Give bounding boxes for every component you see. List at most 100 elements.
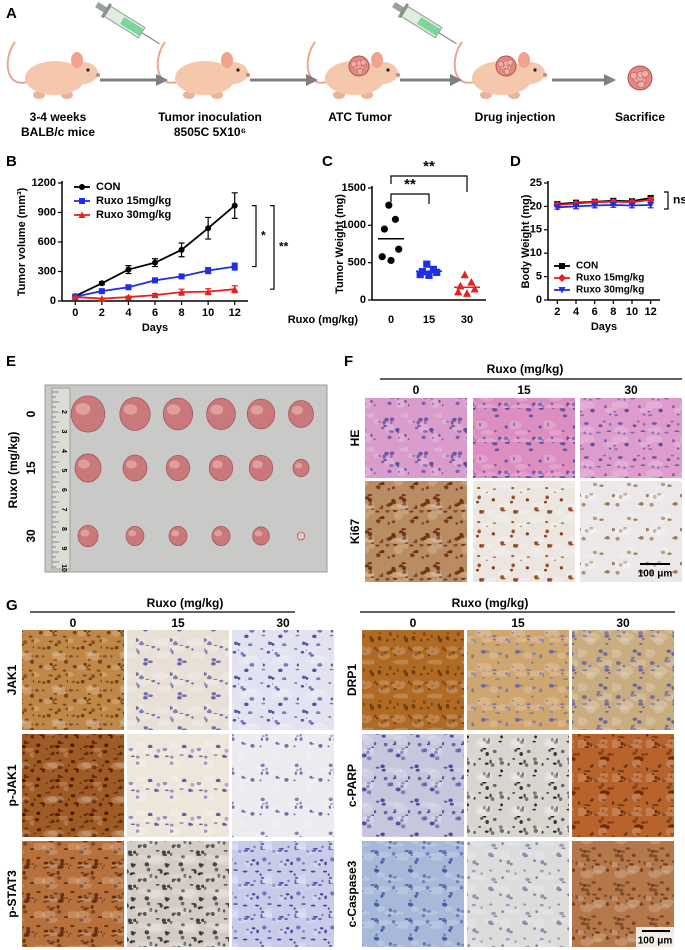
marker — [125, 266, 132, 273]
mouse-illustration — [453, 41, 547, 99]
tumor-specimen — [296, 531, 306, 541]
marker — [178, 273, 185, 280]
tumor-cell — [360, 59, 367, 66]
marker — [391, 215, 399, 223]
tumor-specimen — [77, 524, 99, 548]
syringe-flange — [397, 3, 409, 19]
y-tick-label: 15 — [530, 224, 542, 236]
y-tick-label: 500 — [348, 257, 366, 269]
x-tick-label: 6 — [152, 307, 158, 319]
micrograph-texture — [572, 630, 674, 730]
syringe-fluid — [417, 17, 441, 37]
significance-bracket — [390, 175, 468, 192]
tumor-cell — [497, 60, 504, 68]
tumor-specimen — [292, 458, 310, 478]
tumor-highlight — [298, 533, 302, 537]
mouse-eye — [236, 68, 240, 72]
mouse-eye — [86, 68, 90, 72]
y-tick-label: 1200 — [32, 177, 56, 189]
significance-bracket — [252, 205, 257, 268]
x-tick-label: 15 — [423, 314, 435, 326]
y-tick-label: 1500 — [342, 182, 366, 194]
x-axis-label: Days — [591, 321, 617, 333]
marker — [387, 256, 395, 265]
step-label: Tumor inoculation — [158, 110, 262, 124]
step-label: 8505C 5X10⁶ — [174, 125, 246, 139]
column-label: 30 — [616, 616, 630, 630]
x-tick-label: 2 — [99, 307, 105, 319]
step-label: 3-4 weeks — [30, 110, 87, 124]
tumor-highlight — [80, 529, 90, 537]
y-tick-label: 5 — [536, 271, 542, 283]
marker — [231, 202, 238, 209]
x-tick-label: 12 — [645, 306, 657, 318]
tumor-highlight — [166, 404, 181, 415]
y-tick-label: 600 — [38, 236, 56, 248]
marker — [378, 253, 386, 261]
tumor-specimen — [74, 453, 102, 483]
row-label: DRP1 — [345, 664, 359, 696]
mouse-nose — [396, 73, 400, 77]
mouse-nose — [246, 73, 250, 77]
column-label: 15 — [511, 616, 525, 630]
mouse-ear — [71, 52, 83, 68]
tumor-specimen — [168, 525, 188, 547]
marker — [178, 288, 186, 296]
marker — [416, 271, 424, 279]
mouse-tail — [306, 41, 328, 84]
step-label: BALB/c mice — [21, 125, 95, 139]
y-tick-label: 0 — [50, 295, 56, 307]
micrograph-texture — [572, 734, 674, 837]
significance-label: * — [261, 228, 266, 242]
marker — [98, 295, 106, 302]
micrograph-texture — [467, 734, 569, 837]
y-axis-label: Tumor Weight (mg) — [334, 194, 346, 294]
row-label: Ki67 — [348, 519, 362, 545]
row-label: 15 — [24, 461, 38, 475]
x-tick-label: 12 — [229, 307, 241, 319]
micrograph-texture — [362, 841, 464, 947]
marker — [205, 225, 212, 232]
tumor-highlight — [123, 404, 138, 415]
micrograph-texture — [362, 734, 464, 837]
step-label: ATC Tumor — [328, 110, 392, 124]
arrow-head — [156, 74, 168, 86]
mouse-head — [368, 62, 398, 84]
x-tick-label: 6 — [592, 306, 598, 318]
panel-label: C — [322, 153, 333, 170]
marker — [470, 284, 479, 293]
ruler-mark: 2 — [60, 410, 67, 414]
tumor-specimen — [288, 400, 314, 428]
significance-label: ** — [423, 158, 435, 175]
x-tick-label: 8 — [610, 306, 616, 318]
tumor-cell — [507, 59, 514, 66]
micrograph-texture — [365, 398, 467, 478]
ruler-mark: 6 — [60, 488, 67, 492]
mouse-head — [218, 62, 248, 84]
y-axis-label: Body Weight (mg) — [520, 194, 532, 288]
tumor-specimen — [252, 526, 270, 546]
marker — [553, 204, 561, 211]
tumor-highlight — [214, 530, 223, 537]
micrograph-texture — [473, 398, 575, 478]
micrograph-texture — [580, 398, 682, 478]
column-header: Ruxo (mg/kg) — [452, 596, 529, 610]
y-tick-label: 900 — [38, 206, 56, 218]
marker — [395, 245, 403, 253]
marker — [204, 288, 212, 295]
marker — [98, 288, 105, 295]
x-tick-label: 0 — [388, 314, 394, 326]
marker — [591, 202, 599, 209]
x-tick-label: 8 — [179, 307, 185, 319]
syringe-flange — [100, 3, 112, 19]
syringe-needle — [141, 32, 160, 45]
tumor-specimen — [208, 454, 234, 482]
panel-label: A — [6, 5, 17, 22]
mouse-tail — [453, 41, 475, 84]
mouse-tail — [6, 41, 28, 84]
ruler-mark: 7 — [60, 508, 67, 512]
micrograph-texture — [22, 734, 124, 837]
y-tick-label: 20 — [530, 200, 542, 212]
mouse-head — [515, 62, 545, 84]
marker — [205, 267, 212, 274]
